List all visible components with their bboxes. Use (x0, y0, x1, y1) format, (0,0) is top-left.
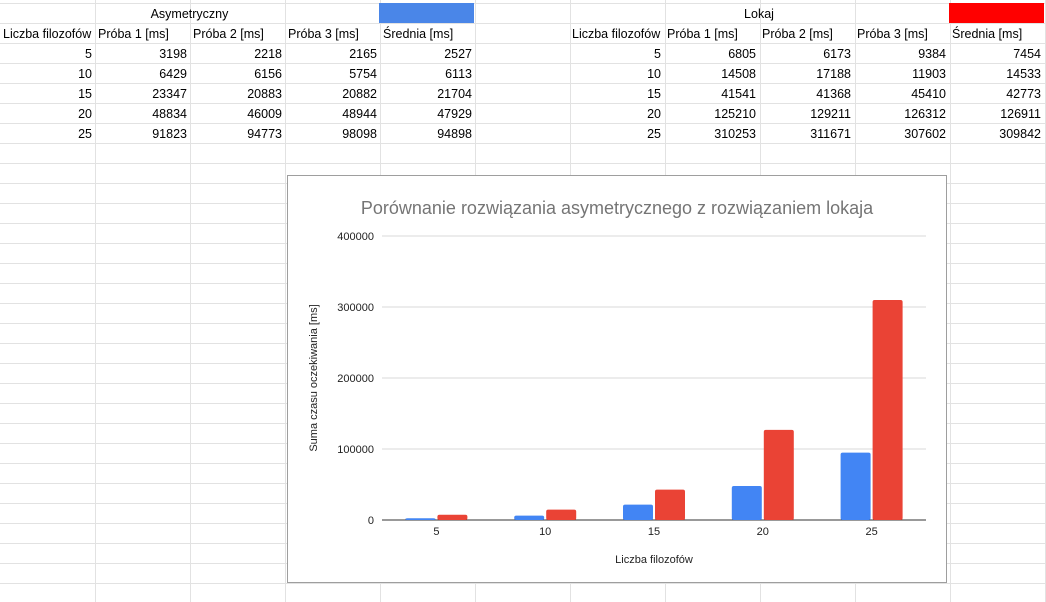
lokaj-table-cell[interactable]: 42773 (1006, 87, 1041, 101)
lokaj-table-cell[interactable]: 11903 (912, 67, 946, 81)
asym-column-header[interactable]: Próba 3 [ms] (288, 27, 359, 41)
chart-bars (405, 300, 903, 520)
bar-series-2 (437, 514, 468, 520)
asym-table-cell[interactable]: 46009 (247, 107, 282, 121)
asym-table-cell[interactable]: 48944 (342, 107, 377, 121)
asym-table-cell[interactable]: 94898 (437, 127, 472, 141)
chart-canvas: Porównanie rozwiązania asymetrycznego z … (308, 198, 926, 566)
asym-table-cell[interactable]: 23347 (152, 87, 187, 101)
asym-table-cell[interactable]: 48834 (152, 107, 187, 121)
lokaj-table-cell[interactable]: 25 (647, 127, 661, 141)
lokaj-table-cell[interactable]: 41368 (816, 87, 851, 101)
lokaj-table-cell[interactable]: 311671 (810, 127, 851, 141)
lokaj-column-header[interactable]: Liczba filozofów (572, 27, 661, 41)
lokaj-column-header[interactable]: Próba 3 [ms] (857, 27, 928, 41)
asym-table-cell[interactable]: 5 (85, 47, 92, 61)
lokaj-header[interactable]: Lokaj (744, 7, 774, 21)
x-axis-ticks: 5 10 15 20 25 (433, 526, 877, 538)
x-tick-label: 10 (539, 526, 551, 538)
asym-table-cell[interactable]: 3198 (159, 47, 187, 61)
lokaj-table-cell[interactable]: 15 (647, 87, 661, 101)
bar-series-2 (763, 429, 794, 520)
lokaj-table-cell[interactable]: 6173 (823, 47, 851, 61)
lokaj-color-swatch[interactable] (949, 3, 1044, 23)
lokaj-table-cell[interactable]: 310253 (714, 127, 756, 141)
lokaj-table-cell[interactable]: 10 (647, 67, 661, 81)
y-axis-label: Suma czasu oczekiwania [ms] (308, 304, 320, 451)
lokaj-column-header[interactable]: Średnia [ms] (952, 27, 1023, 41)
lokaj-table-cell[interactable]: 129211 (810, 107, 851, 121)
bar-series-2 (872, 300, 903, 520)
y-tick-label: 200000 (337, 373, 374, 385)
bar-series-1 (731, 485, 762, 520)
bar-series-1 (840, 452, 871, 520)
lokaj-table-cell[interactable]: 125210 (714, 107, 756, 121)
asym-column-header[interactable]: Liczba filozofów (3, 27, 92, 41)
chart-title: Porównanie rozwiązania asymetrycznego z … (361, 198, 874, 218)
asym-table-cell[interactable]: 6156 (254, 67, 282, 81)
bar-series-2 (546, 509, 577, 520)
asym-column-header[interactable]: Próba 1 [ms] (98, 27, 169, 41)
bar-series-1 (405, 518, 436, 520)
lokaj-table-cell[interactable]: 45410 (911, 87, 946, 101)
asym-table-cell[interactable]: 6429 (159, 67, 187, 81)
asym-column-header[interactable]: Średnia [ms] (383, 27, 454, 41)
lokaj-table-cell[interactable]: 14533 (1006, 67, 1041, 81)
x-axis-label: Liczba filozofów (615, 554, 693, 566)
lokaj-table-cell[interactable]: 14508 (721, 67, 756, 81)
lokaj-table-cell[interactable]: 309842 (999, 127, 1041, 141)
x-tick-label: 20 (757, 526, 769, 538)
lokaj-table-cell[interactable]: 7454 (1013, 47, 1041, 61)
y-tick-label: 100000 (337, 444, 374, 456)
asym-color-swatch[interactable] (379, 3, 474, 23)
asym-table-cell[interactable]: 20 (78, 107, 92, 121)
asym-table-cell[interactable]: 2527 (444, 47, 472, 61)
asym-table-cell[interactable]: 98098 (342, 127, 377, 141)
bar-chart[interactable]: Porównanie rozwiązania asymetrycznego z … (287, 175, 947, 583)
lokaj-table-cell[interactable]: 41541 (721, 87, 756, 101)
lokaj-table-cell[interactable]: 9384 (918, 47, 946, 61)
lokaj-table-cell[interactable]: 6805 (728, 47, 756, 61)
lokaj-table-cell[interactable]: 5 (654, 47, 661, 61)
asym-table-cell[interactable]: 94773 (247, 127, 282, 141)
asym-table-cell[interactable]: 25 (78, 127, 92, 141)
x-tick-label: 5 (433, 526, 439, 538)
asym-table-cell[interactable]: 21704 (437, 87, 472, 101)
asym-table-cell[interactable]: 20882 (342, 87, 377, 101)
asym-table-cell[interactable]: 2165 (349, 47, 377, 61)
lokaj-table-cell[interactable]: 307602 (904, 127, 946, 141)
asym-table-cell[interactable]: 10 (78, 67, 92, 81)
asym-table-cell[interactable]: 15 (78, 87, 92, 101)
asym-table-cell[interactable]: 5754 (349, 67, 377, 81)
bar-series-1 (623, 504, 653, 520)
lokaj-column-header[interactable]: Próba 2 [ms] (762, 27, 833, 41)
bar-series-2 (655, 489, 685, 520)
asym-table-cell[interactable]: 2218 (254, 47, 282, 61)
asym-table-cell[interactable]: 6113 (445, 67, 472, 81)
lokaj-table-cell[interactable]: 126911 (1000, 107, 1041, 121)
lokaj-table-cell[interactable]: 126312 (904, 107, 946, 121)
y-axis-ticks: 0 100000 200000 300000 400000 (337, 231, 374, 527)
lokaj-table-cell[interactable]: 17188 (816, 67, 851, 81)
asym-column-header[interactable]: Próba 2 [ms] (193, 27, 264, 41)
asym-header[interactable]: Asymetryczny (150, 7, 229, 21)
lokaj-column-header[interactable]: Próba 1 [ms] (667, 27, 738, 41)
y-tick-label: 300000 (337, 302, 374, 314)
asym-table-cell[interactable]: 20883 (247, 87, 282, 101)
chart-gridlines (382, 235, 926, 521)
bar-series-1 (514, 515, 545, 520)
x-tick-label: 15 (648, 526, 660, 538)
asym-table-cell[interactable]: 47929 (437, 107, 472, 121)
x-tick-label: 25 (865, 526, 877, 538)
y-tick-label: 400000 (337, 231, 374, 243)
y-tick-label: 0 (368, 515, 374, 527)
asym-table-cell[interactable]: 91823 (152, 127, 187, 141)
lokaj-table-cell[interactable]: 20 (647, 107, 661, 121)
